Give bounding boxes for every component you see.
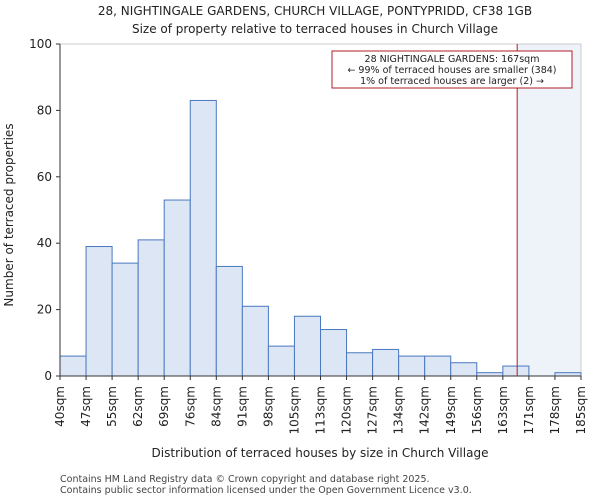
bar-120sqm <box>346 352 374 377</box>
bar-134sqm <box>398 355 426 377</box>
bar-98sqm <box>267 345 295 377</box>
x-tick-label-84sqm: 84sqm <box>209 386 223 427</box>
x-tick-label-142sqm: 142sqm <box>418 386 432 434</box>
y-tick-label-80: 80 <box>37 103 52 117</box>
x-axis-label: Distribution of terraced houses by size … <box>152 446 489 460</box>
x-tick-label-163sqm: 163sqm <box>496 386 510 434</box>
y-tick-label-60: 60 <box>37 170 52 184</box>
plot-area: 0 20 40 60 80 100 40sqm 47sqm 55sqm 62sqm 69sqm 76s… <box>29 37 588 434</box>
x-tick-label-91sqm: 91sqm <box>235 386 249 427</box>
footer-line-2: Contains public sector information licen… <box>60 485 472 496</box>
y-tick-label-20: 20 <box>37 303 52 317</box>
x-tick-label-178sqm: 178sqm <box>548 386 562 434</box>
chart-subtitle: Size of property relative to terraced ho… <box>132 22 498 36</box>
x-tick-label-105sqm: 105sqm <box>287 386 301 434</box>
annotation-frame <box>331 50 573 89</box>
y-axis-label: Number of terraced properties <box>2 123 16 306</box>
bar-40sqm <box>59 355 87 377</box>
x-tick-label-76sqm: 76sqm <box>183 386 197 427</box>
x-tick-label-134sqm: 134sqm <box>392 386 406 434</box>
x-tick-label-98sqm: 98sqm <box>261 386 275 427</box>
y-tick-label-40: 40 <box>37 236 52 250</box>
x-tick-label-40sqm: 40sqm <box>53 386 67 427</box>
y-tick-label-100: 100 <box>29 37 52 51</box>
bar-142sqm <box>424 355 452 377</box>
footer-line-1: Contains HM Land Registry data © Crown c… <box>60 474 430 485</box>
bar-113sqm <box>320 329 348 377</box>
annotation-line-3: 1% of terraced houses are larger (2) → <box>360 76 544 87</box>
x-tick-label-149sqm: 149sqm <box>444 386 458 434</box>
x-tick-label-47sqm: 47sqm <box>79 386 93 427</box>
bar-84sqm <box>215 265 243 377</box>
x-tick-label-127sqm: 127sqm <box>366 386 380 434</box>
chart-title: 28, NIGHTINGALE GARDENS, CHURCH VILLAGE,… <box>98 4 532 18</box>
x-tick-label-62sqm: 62sqm <box>131 386 145 427</box>
annotation-line-1: 28 NIGHTINGALE GARDENS: 167sqm <box>365 54 540 65</box>
annotation-box: 28 NIGHTINGALE GARDENS: 167sqm ← 99% of … <box>331 50 573 89</box>
bar-55sqm <box>111 262 139 377</box>
footer: Contains HM Land Registry data © Crown c… <box>60 474 472 496</box>
x-tick-label-120sqm: 120sqm <box>340 386 354 434</box>
highlight-region <box>517 44 581 376</box>
x-tick-label-185sqm: 185sqm <box>574 386 588 434</box>
x-tick-label-69sqm: 69sqm <box>157 386 171 427</box>
x-tick-label-55sqm: 55sqm <box>105 386 119 427</box>
bar-47sqm <box>85 246 113 377</box>
x-tick-label-171sqm: 171sqm <box>522 386 536 434</box>
bar-163sqm <box>502 365 530 377</box>
bar-76sqm <box>189 99 217 377</box>
bar-149sqm <box>450 362 478 377</box>
x-tick-label-113sqm: 113sqm <box>314 386 328 434</box>
x-tick-label-156sqm: 156sqm <box>470 386 484 434</box>
y-tick-label-0: 0 <box>44 369 52 383</box>
bar-105sqm <box>293 315 322 377</box>
bar-69sqm <box>163 199 191 377</box>
annotation-line-2: ← 99% of terraced houses are smaller (38… <box>347 65 556 76</box>
bar-91sqm <box>241 305 269 377</box>
bar-62sqm <box>137 239 165 377</box>
bar-127sqm <box>372 348 400 377</box>
